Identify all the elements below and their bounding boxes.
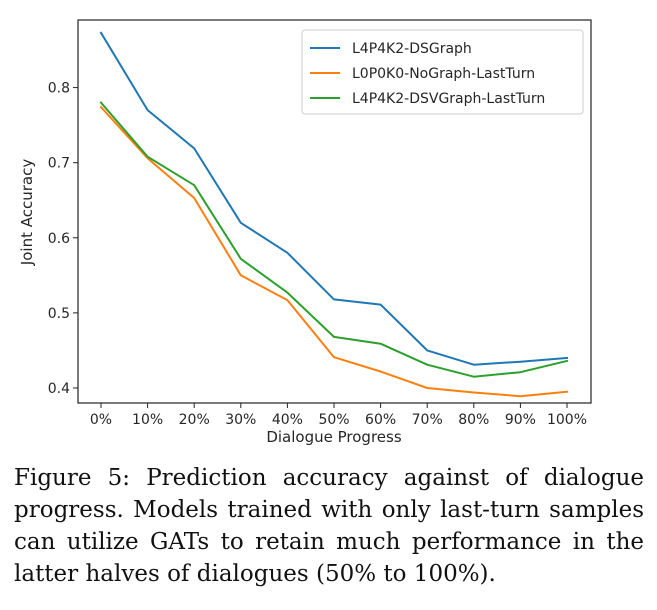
- legend-label-2: L0P0K0-NoGraph-LastTurn: [352, 66, 535, 82]
- legend-label-3: L4P4K2-DSVGraph-LastTurn: [352, 91, 545, 107]
- x-tick-label: 20%: [179, 412, 210, 428]
- y-tick-label: 0.4: [48, 381, 70, 397]
- x-tick-label: 50%: [318, 412, 349, 428]
- x-tick-label: 70%: [412, 412, 443, 428]
- x-tick-label: 100%: [547, 412, 587, 428]
- x-axis-label: Dialogue Progress: [266, 428, 401, 446]
- line-chart: 0.4 0.5 0.6 0.7 0.8 0% 10% 20% 30% 40% 50% 60% 70% 8…: [18, 19, 592, 446]
- legend: L4P4K2-DSGraph L0P0K0-NoGraph-LastTurn L4P…: [301, 29, 584, 115]
- series-line-3: [99, 101, 569, 378]
- series-line-1: [99, 31, 569, 366]
- x-tick-label: 30%: [225, 412, 256, 428]
- legend-label-1: L4P4K2-DSGraph: [352, 41, 472, 57]
- y-axis-label: Joint Accuracy: [18, 159, 36, 267]
- x-tick-label: 0%: [90, 412, 112, 428]
- figure-caption: Figure 5: Prediction accuracy against of…: [14, 465, 644, 587]
- y-tick-label: 0.5: [48, 306, 70, 322]
- y-tick-label: 0.7: [48, 156, 70, 172]
- y-tick-label: 0.8: [48, 81, 70, 97]
- legend-box: [301, 29, 584, 115]
- x-tick-label: 90%: [505, 412, 536, 428]
- series-line-2: [99, 105, 569, 398]
- x-tick-label: 40%: [272, 412, 303, 428]
- x-tick-label: 60%: [365, 412, 396, 428]
- x-tick-label: 10%: [132, 412, 163, 428]
- x-tick-label: 80%: [458, 412, 489, 428]
- y-tick-label: 0.6: [48, 231, 70, 247]
